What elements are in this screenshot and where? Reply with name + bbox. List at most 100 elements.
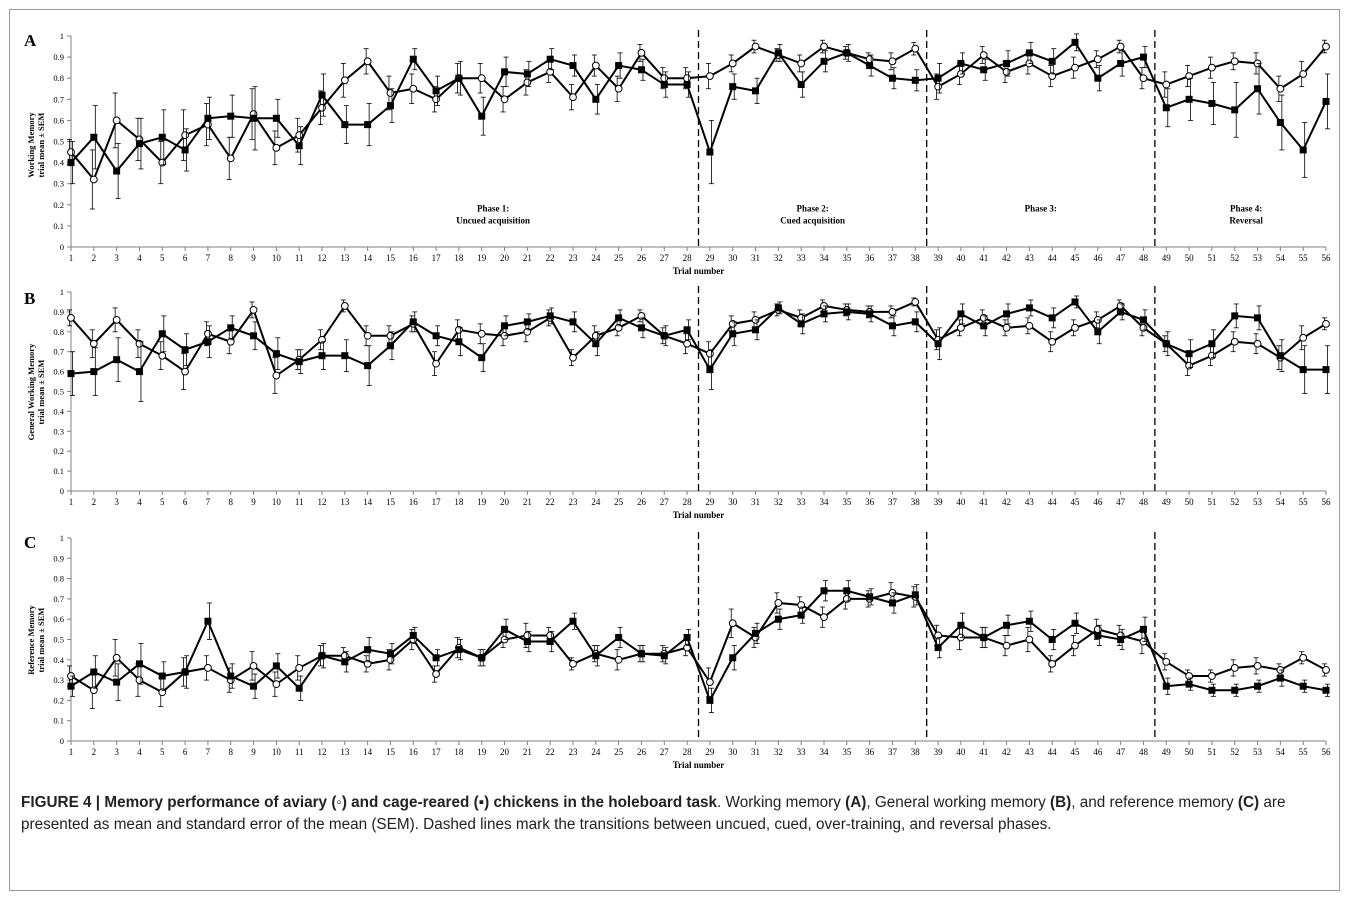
data-point-square (67, 682, 75, 690)
data-point-square (706, 366, 714, 374)
data-point-square (250, 114, 258, 122)
data-point-square (501, 625, 509, 633)
data-point-square (592, 652, 600, 660)
x-tick-label: 49 (1162, 497, 1172, 507)
data-point-circle (89, 339, 98, 348)
data-point-square (227, 112, 235, 120)
x-tick-label: 29 (705, 253, 715, 263)
data-point-square (1231, 686, 1239, 694)
y-tick-label: 0.8 (53, 574, 64, 584)
x-tick-label: 40 (956, 497, 966, 507)
data-point-square (272, 114, 280, 122)
phase-label: Uncued acquisition (456, 215, 530, 225)
x-tick-label: 17 (432, 497, 442, 507)
x-tick-label: 8 (228, 253, 233, 263)
x-tick-label: 9 (251, 747, 256, 757)
data-point-square (866, 62, 874, 70)
data-point-square (1254, 85, 1262, 93)
data-point-square (843, 49, 851, 57)
data-point-square (135, 368, 143, 376)
data-point-square (295, 358, 303, 366)
data-point-circle (1025, 635, 1034, 644)
x-tick-label: 43 (1025, 747, 1035, 757)
x-tick-label: 51 (1207, 747, 1216, 757)
x-tick-label: 55 (1299, 497, 1309, 507)
x-tick-label: 10 (272, 747, 282, 757)
x-tick-label: 26 (637, 747, 647, 757)
series-filled-square (67, 580, 1330, 713)
data-point-square (569, 62, 577, 70)
x-tick-label: 45 (1071, 747, 1081, 757)
x-tick-label: 34 (820, 253, 830, 263)
data-point-square (295, 142, 303, 150)
data-point-circle (614, 84, 623, 93)
data-point-square (318, 91, 326, 99)
data-point-circle (204, 664, 212, 672)
data-point-circle (1299, 653, 1308, 662)
data-point-square (729, 83, 737, 91)
data-point-square (455, 338, 463, 346)
caption-title: FIGURE 4 | Memory performance of aviary … (21, 794, 718, 811)
data-point-square (1094, 74, 1102, 82)
data-point-circle (477, 329, 486, 338)
y-tick-label: 0.4 (53, 158, 64, 168)
x-tick-label: 42 (1002, 747, 1011, 757)
data-point-square (934, 340, 942, 348)
data-point-circle (272, 143, 281, 152)
data-point-square (364, 362, 372, 370)
data-point-square (478, 354, 486, 362)
caption-text-3: , and reference memory (1071, 794, 1238, 811)
data-point-square (1117, 59, 1125, 67)
data-point-circle (706, 678, 714, 687)
x-tick-label: 4 (137, 747, 142, 757)
data-point-square (386, 342, 394, 350)
data-point-square (957, 621, 965, 629)
data-point-circle (1162, 80, 1171, 89)
data-point-square (683, 81, 691, 89)
x-tick-label: 51 (1207, 497, 1216, 507)
data-point-square (934, 644, 942, 652)
x-tick-label: 56 (1322, 747, 1332, 757)
y-tick-label: 0.9 (53, 307, 64, 317)
y-tick-label: 0.9 (53, 553, 64, 563)
x-tick-label: 56 (1322, 497, 1332, 507)
x-tick-label: 23 (569, 747, 579, 757)
y-tick-label: 0.6 (53, 367, 64, 377)
x-tick-label: 30 (728, 253, 738, 263)
x-tick-label: 27 (660, 497, 670, 507)
data-point-square (1071, 298, 1079, 306)
data-point-square (181, 146, 189, 154)
data-point-circle (295, 664, 304, 672)
data-point-square (774, 304, 782, 312)
data-point-square (204, 617, 212, 625)
data-point-square (67, 159, 75, 167)
x-tick-label: 36 (865, 497, 875, 507)
x-tick-label: 32 (774, 253, 783, 263)
x-tick-label: 32 (774, 747, 783, 757)
y-tick-label: 0.2 (53, 695, 64, 705)
data-point-square (752, 326, 760, 334)
data-point-square (1322, 366, 1330, 374)
data-point-square (113, 167, 121, 175)
x-tick-label: 50 (1185, 253, 1195, 263)
data-point-circle (89, 175, 98, 184)
x-tick-label: 17 (432, 253, 442, 263)
x-tick-label: 30 (728, 497, 738, 507)
data-point-square (318, 652, 326, 660)
data-point-square (820, 310, 828, 318)
y-tick-label: 0.1 (53, 716, 64, 726)
x-tick-label: 33 (797, 253, 807, 263)
x-tick-label: 34 (820, 497, 830, 507)
x-tick-label: 35 (842, 253, 852, 263)
y-tick-label: 0.1 (53, 221, 64, 231)
x-tick-label: 12 (318, 497, 327, 507)
data-point-square (1162, 682, 1170, 690)
x-tick-label: 6 (183, 253, 188, 263)
data-point-square (523, 70, 531, 78)
data-point-square (683, 326, 691, 334)
y-tick-label: 1 (60, 533, 64, 543)
x-tick-label: 23 (569, 253, 579, 263)
x-tick-label: 47 (1116, 747, 1126, 757)
x-tick-label: 11 (295, 497, 304, 507)
data-point-circle (683, 339, 691, 348)
